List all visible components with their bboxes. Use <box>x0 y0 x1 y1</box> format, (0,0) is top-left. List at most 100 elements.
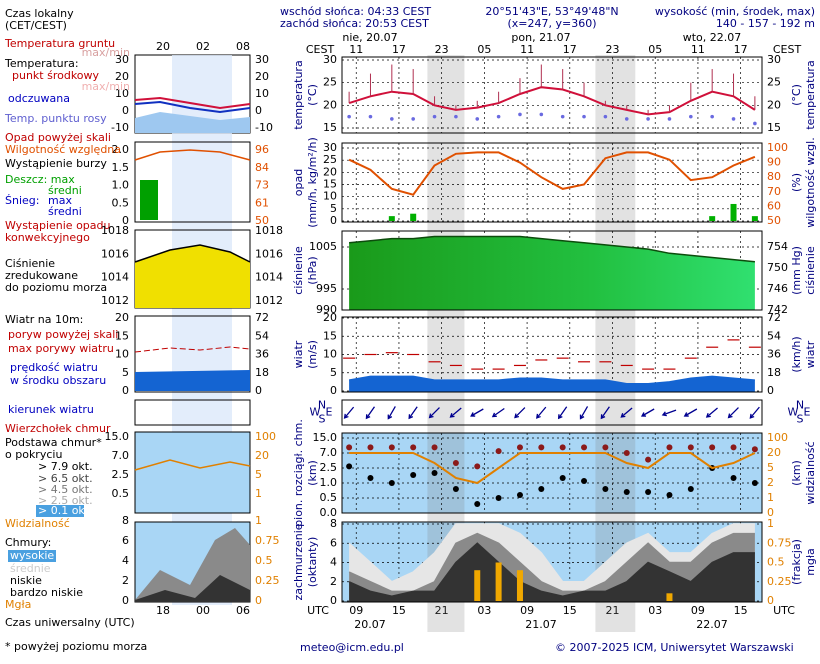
legend-tick: 1 <box>255 514 262 527</box>
dot <box>475 117 480 121</box>
y2-axis-label: wiatr <box>804 340 817 368</box>
label: © 2007-2025 ICM, Uniwersytet Warszawski <box>555 641 794 654</box>
dot <box>474 501 481 507</box>
y-tick-label: 30 <box>323 53 337 66</box>
legend-entry: Wilgotność względna <box>5 143 121 156</box>
legend-tick: 30 <box>255 53 269 66</box>
legend-entry: niskie <box>10 574 42 587</box>
y2-axis-label: (%) <box>790 173 803 192</box>
wind-arrow <box>470 408 484 417</box>
dot <box>666 444 673 451</box>
dot <box>710 114 714 119</box>
legend-text: Temperatura gruntu <box>4 37 115 50</box>
legend-text: konwekcyjnego <box>5 231 90 244</box>
dot <box>368 114 373 119</box>
legend-tick: 30 <box>115 53 129 66</box>
y-tick-label: 1.0 <box>320 476 338 489</box>
y-axis-label: temperatura <box>292 60 305 129</box>
y-tick-label: 25 <box>323 153 337 166</box>
legend-tick: 1014 <box>101 271 129 284</box>
legend-text: Wystąpienie opadu <box>5 219 110 232</box>
label: 00 <box>196 604 210 617</box>
wind-arrow <box>579 406 589 420</box>
label: 18 <box>156 604 170 617</box>
legend-tick: 0.5 <box>112 487 130 500</box>
local-hour-label: 17 <box>734 43 748 56</box>
dot <box>666 492 673 498</box>
legend-tick: 72 <box>255 311 269 324</box>
legend-tick: -10 <box>111 121 129 134</box>
legend-tick: 1.5 <box>112 161 130 174</box>
label: CEST <box>773 43 802 56</box>
legend-tick: 100 <box>255 430 276 443</box>
legend-text: Chmury: <box>5 536 51 549</box>
bar <box>730 203 737 221</box>
panel-frame <box>341 521 763 603</box>
legend-entry: prędkość wiatru <box>10 361 98 374</box>
label: 08 <box>236 40 250 53</box>
panel-frame <box>341 142 763 223</box>
wind-arrow <box>620 407 633 418</box>
y-axis-label: pion. rozciągł. chm. <box>292 419 305 527</box>
legend-tick: 18 <box>255 366 269 379</box>
y2-axis-label: (km) <box>790 460 803 486</box>
wind-arrow <box>749 406 760 419</box>
legend-entry: kierunek wiatru <box>8 403 94 416</box>
label: 21.07 <box>525 618 557 631</box>
y2-tick-label: 100 <box>767 141 788 154</box>
y2-tick-label: 80 <box>767 170 781 183</box>
panel-frame <box>341 230 763 311</box>
panel-background <box>342 433 762 513</box>
y-tick-label: 10 <box>323 348 337 361</box>
legend-tick: 96 <box>255 143 269 156</box>
utc-hour-label: 09 <box>520 604 534 617</box>
y-tick-label: 7.0 <box>320 446 338 459</box>
y2-tick-label: 0 <box>767 506 774 519</box>
label: wschód słońca: 04:33 CEST <box>280 5 431 18</box>
dot <box>432 114 437 119</box>
legend-entry: Temp. punktu rosy <box>4 112 107 125</box>
legend-samples <box>8 54 251 605</box>
y-axis-label: (m/s) <box>306 340 319 369</box>
y-axis-label: opad <box>292 169 305 196</box>
y2-tick-label: 70 <box>767 185 781 198</box>
legend-entry: Widzialność <box>5 517 70 530</box>
legend-text: Czas lokalny <box>5 7 74 20</box>
label: 20°51'43"E, 53°49'48"N <box>485 5 618 18</box>
bar <box>751 216 758 221</box>
y-axis-label: (mm/h, kg/m²/h) <box>306 137 319 228</box>
y-axis-label: zachmurzenie <box>292 523 305 600</box>
dot <box>539 112 544 117</box>
legend-tick: 1016 <box>255 247 283 260</box>
bar <box>516 570 523 601</box>
dot <box>582 114 586 119</box>
dot <box>516 492 523 498</box>
dot <box>623 450 630 456</box>
legend-text: średni <box>48 205 82 218</box>
dot <box>431 470 438 476</box>
legend-tick: 61 <box>255 196 269 209</box>
legend-text: * powyżej poziomu morza <box>5 640 147 653</box>
dot <box>474 463 481 470</box>
y-axis-label: (km) <box>306 460 319 486</box>
dot <box>431 444 438 451</box>
y-tick-label: 20 <box>323 311 337 324</box>
panel-frame <box>341 399 763 426</box>
y2-tick-label: 100 <box>767 431 788 444</box>
series-line <box>348 86 756 116</box>
y-tick-label: 990 <box>316 303 337 316</box>
legend-tick: 0 <box>122 384 129 397</box>
legend-tick: 10 <box>255 87 269 100</box>
legend-tick: 0.5 <box>255 554 273 567</box>
legend-tick: 7.0 <box>112 449 130 462</box>
y2-tick-label: 1 <box>767 517 774 530</box>
dot <box>410 472 417 478</box>
legend-tick: 1018 <box>255 224 283 237</box>
y2-tick-label: 72 <box>767 311 781 324</box>
legend-entry: wysokie <box>10 549 54 562</box>
legend-tick: 0.5 <box>112 196 130 209</box>
compass-label: S <box>319 413 326 426</box>
legend-tick: 0 <box>255 384 262 397</box>
legend-tick: 5 <box>122 366 129 379</box>
